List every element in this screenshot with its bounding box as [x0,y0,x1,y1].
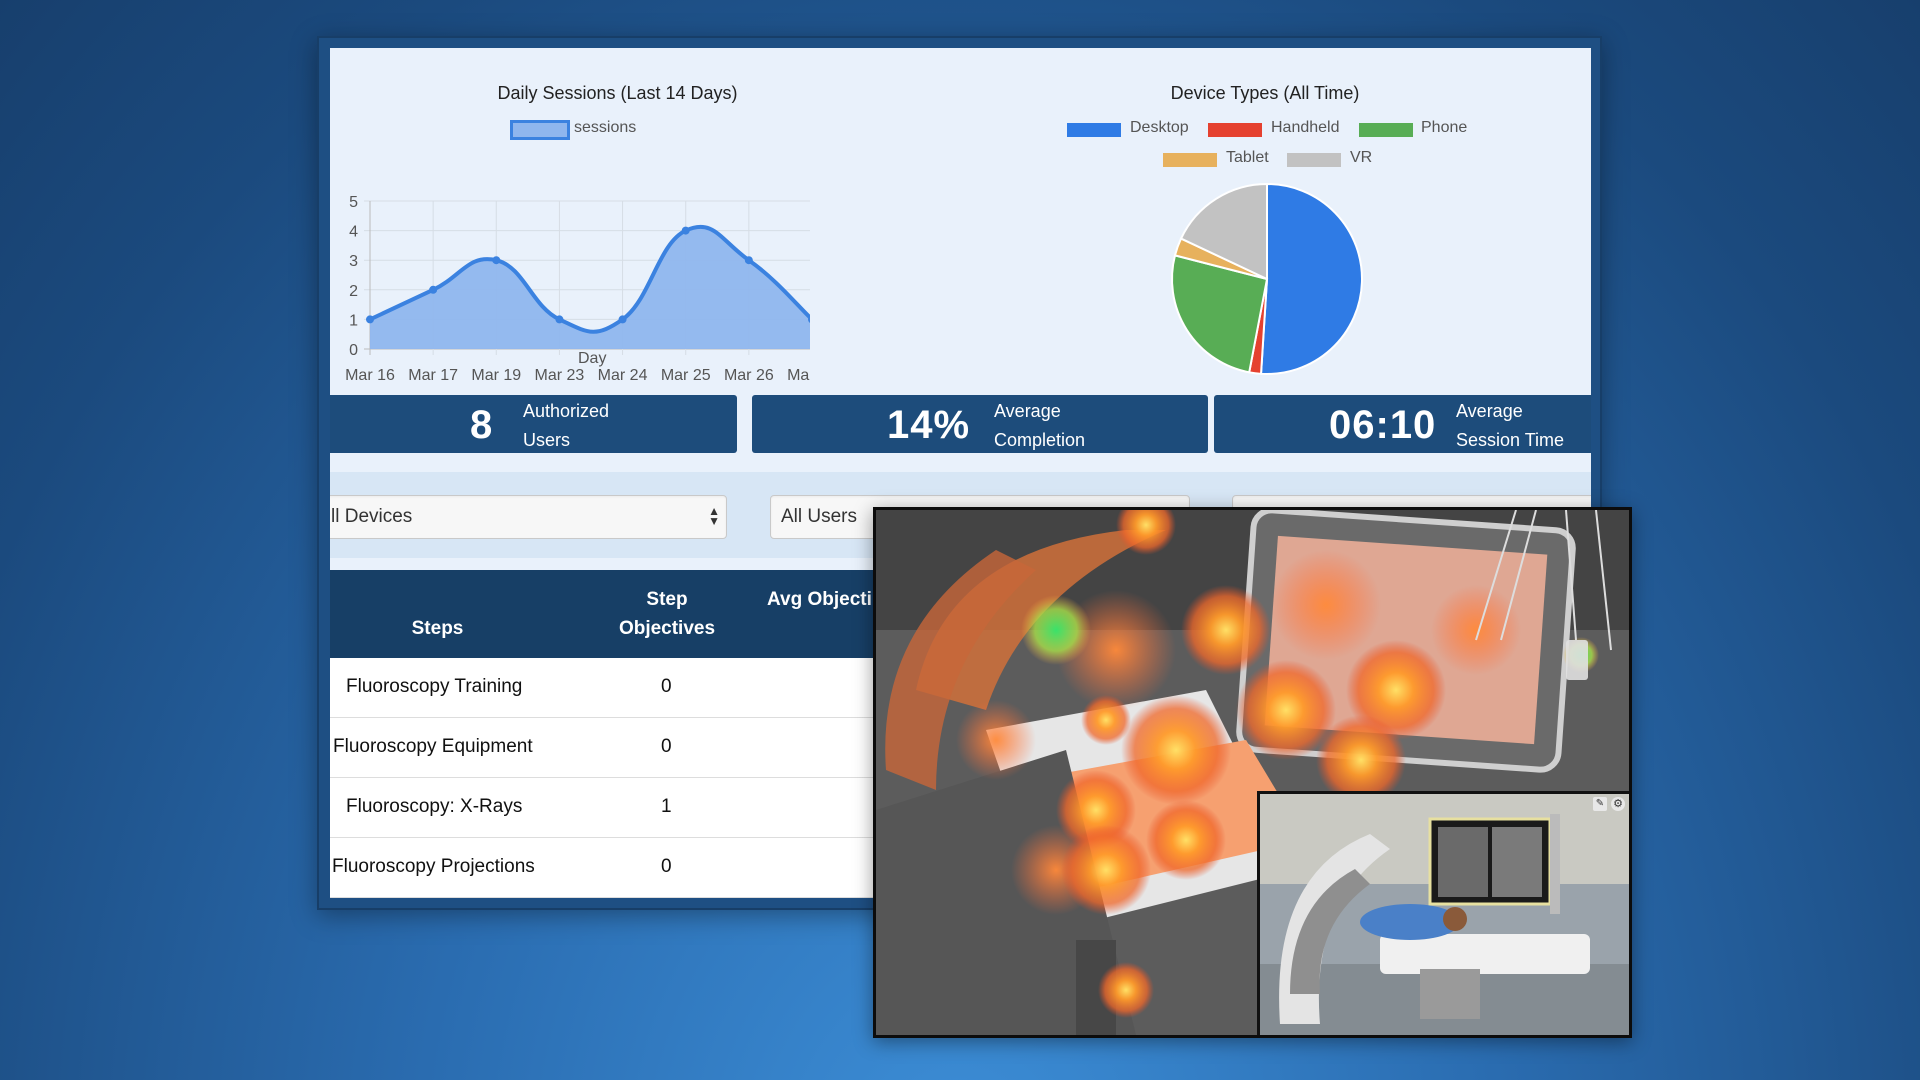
stat-label-line2: Completion [994,430,1086,450]
data-point[interactable] [555,315,564,324]
sessions-line-chart: 0 1 2 3 4 5 Mar 16 Mar 17 Mar 19 Mar 23 Mar 24 Mar… [345,194,811,384]
legend-swatch-vr[interactable] [1287,153,1341,167]
scene-preview-inset[interactable]: ✎ ⚙ [1257,791,1629,1035]
header-objectives-line2: Objectives [618,618,716,639]
heatmap-view[interactable]: ✎ ⚙ [873,507,1632,1038]
sessions-line [369,224,810,334]
stat-label-line2: Users [523,430,571,450]
stat-average-session-time: 06:10 Average Session Time [1214,395,1591,453]
x-tick-label: Mar 17 [408,367,458,384]
legend-swatch-phone[interactable] [1359,123,1413,137]
data-point[interactable] [681,226,690,235]
device-filter-value: ll Devices [331,506,413,527]
header-steps: Steps [411,618,464,639]
stat-label: Authorized Users [523,397,609,455]
settings-icon[interactable]: ⚙ [1611,797,1625,811]
stat-label-line2: Session Time [1456,430,1565,450]
y-tick-label: 0 [349,342,358,359]
x-tick-label: Mar 23 [535,367,585,384]
stat-label: Average Completion [994,397,1085,455]
x-tick-label: Mar 26 [724,367,774,384]
y-tick-label: 3 [349,253,358,270]
legend-swatch-desktop[interactable] [1067,123,1121,137]
x-tick-label: Mar 19 [471,367,521,384]
data-point[interactable] [492,256,501,265]
header-avg-objectives: Avg Objecti [767,589,872,610]
cell-step: Fluoroscopy Equipment [333,736,533,757]
stat-value: 8 [470,403,494,447]
legend-label-desktop: Desktop [1130,119,1189,136]
x-tick-label: Mar 24 [598,367,648,384]
pie-slice-phone[interactable] [1171,254,1269,374]
stat-authorized-users: 8 Authorized Users [330,395,737,453]
legend-label-tablet: Tablet [1226,149,1269,166]
legend-swatch-tablet[interactable] [1163,153,1217,167]
stat-label: Average Session Time [1456,397,1564,455]
cell-objectives: 0 [661,856,672,877]
data-point[interactable] [618,315,627,324]
cell-step: Fluoroscopy: X-Rays [346,796,523,817]
cell-step: Fluoroscopy Training [346,676,523,697]
select-arrows-icon: ▲ ▼ [708,504,720,528]
legend-label-phone: Phone [1421,119,1468,136]
x-tick-label: Mar 16 [345,367,395,384]
stat-value: 06:10 [1329,403,1437,447]
legend-swatch-handheld[interactable] [1208,123,1262,137]
y-tick-label: 4 [349,224,358,241]
data-point[interactable] [366,315,374,324]
x-tick-label: Mar 25 [661,367,711,384]
stat-value: 14% [887,403,971,447]
y-tick-label: 1 [349,312,358,329]
operating-room-preview [1260,794,1629,1035]
pie-slice-desktop[interactable] [1259,182,1363,375]
stat-average-completion: 14% Average Completion [752,395,1208,453]
sessions-x-axis-label: Day [578,350,607,367]
stat-label-line1: Average [994,401,1061,421]
stat-label-line1: Average [1456,401,1523,421]
y-tick-label: 5 [349,194,358,211]
cell-step: Fluoroscopy Projections [332,856,535,877]
sessions-chart-title: Daily Sessions (Last 14 Days) [497,83,738,103]
header-step-objectives: Step Objectives [592,585,742,643]
devices-pie-chart [1171,182,1363,375]
data-point[interactable] [429,285,438,294]
sessions-area [370,226,810,349]
header-objectives-line1: Step [646,589,688,610]
cell-objectives: 0 [661,676,672,697]
user-filter-value: All Users [781,506,858,527]
y-tick-label: 2 [349,283,358,300]
data-point[interactable] [744,256,753,265]
cell-objectives: 1 [661,796,672,817]
sessions-legend-swatch[interactable] [510,120,570,140]
device-filter-select[interactable]: ll Devices ▲ ▼ [330,495,727,539]
x-tick-label: Mar 28 [787,367,810,384]
legend-label-vr: VR [1350,149,1373,166]
legend-label-handheld: Handheld [1271,119,1340,136]
sessions-legend-label: sessions [574,119,637,136]
devices-chart-title: Device Types (All Time) [1170,83,1360,103]
cell-objectives: 0 [661,736,672,757]
data-point[interactable] [808,315,811,323]
pencil-icon[interactable]: ✎ [1593,797,1607,811]
pie-slice-vr[interactable] [1179,182,1268,281]
stat-label-line1: Authorized [523,401,610,421]
